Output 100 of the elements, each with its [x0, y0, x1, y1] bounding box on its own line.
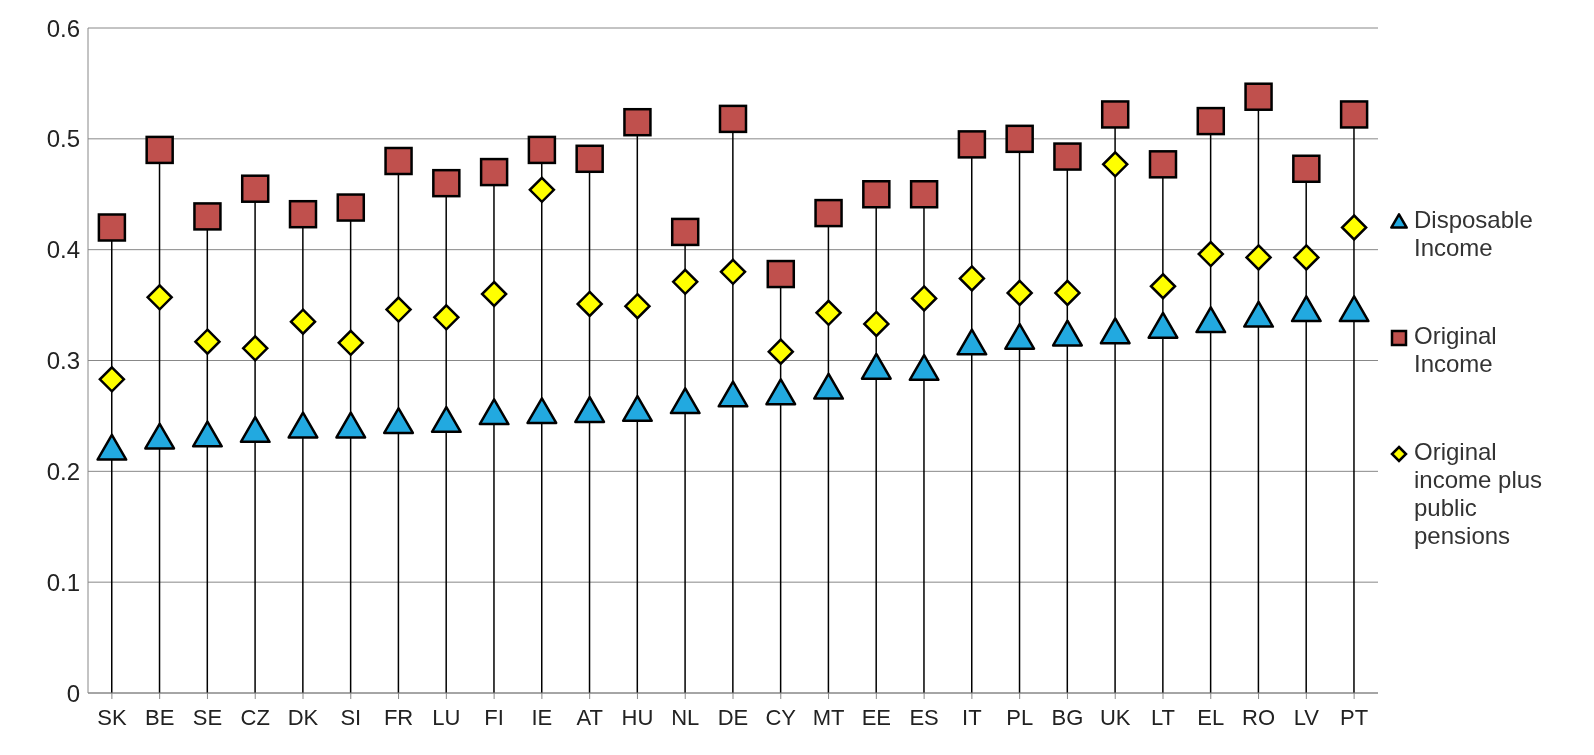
point: [860, 352, 892, 380]
x-tick-label: BG: [1051, 704, 1084, 730]
x-tick-label: HU: [621, 704, 654, 730]
x-tick-label: DE: [717, 704, 749, 730]
x-tick-label: EE: [861, 704, 892, 730]
x-tick-label: IE: [531, 704, 553, 730]
x-tick-label: CY: [765, 704, 797, 730]
point: [1338, 295, 1370, 323]
x-tick-label: EL: [1197, 704, 1225, 730]
point: [146, 284, 173, 311]
point: [958, 265, 986, 292]
point: [528, 176, 556, 204]
point: [191, 420, 223, 448]
point: [717, 380, 749, 408]
point: [1293, 244, 1320, 271]
point: [240, 174, 270, 203]
point: [624, 292, 651, 320]
x-tick-label: SK: [97, 704, 127, 730]
point: [1149, 272, 1177, 300]
point: [385, 296, 412, 323]
x-tick-label: PL: [1006, 704, 1034, 730]
point: [336, 193, 366, 222]
point: [576, 290, 603, 318]
point: [1339, 100, 1369, 129]
point: [574, 395, 606, 424]
x-tick-label: LU: [432, 704, 461, 730]
point: [288, 199, 318, 229]
y-tick-label: 0.5: [46, 125, 80, 153]
point: [383, 407, 415, 435]
y-tick-label: 0: [66, 679, 80, 707]
point: [241, 335, 269, 362]
point: [1290, 295, 1322, 323]
x-tick-label: BE: [144, 704, 175, 730]
x-tick-label: CZ: [240, 704, 270, 730]
x-tick-label: RO: [1242, 704, 1276, 730]
point: [718, 104, 748, 134]
point: [863, 310, 890, 338]
point: [957, 130, 987, 159]
point: [287, 411, 319, 439]
legend-label: Original Income: [1414, 322, 1498, 378]
legend-label: Original income plus public pensions: [1414, 438, 1544, 550]
point: [1006, 279, 1033, 307]
point: [289, 308, 317, 335]
point: [1197, 240, 1225, 268]
x-tick-label: FI: [484, 704, 504, 730]
legend-label: Disposable Income: [1414, 206, 1534, 262]
point: [98, 366, 126, 393]
point: [97, 213, 127, 242]
point: [671, 268, 699, 296]
point: [239, 415, 271, 444]
point: [575, 144, 604, 174]
point: [526, 397, 558, 425]
point: [767, 338, 795, 365]
x-tick-label: SI: [340, 704, 362, 730]
point: [337, 329, 365, 357]
y-tick-label: 0.1: [46, 568, 80, 596]
x-tick-label: IT: [962, 704, 982, 730]
y-tick-label: 0.6: [46, 14, 80, 42]
point: [1004, 322, 1036, 350]
point: [910, 285, 938, 312]
y-tick-label: 0.2: [46, 457, 80, 485]
point: [145, 135, 174, 165]
point: [193, 202, 222, 231]
x-tick-label: LT: [1150, 704, 1176, 730]
x-tick-label: ES: [909, 704, 939, 730]
point: [478, 398, 510, 426]
point: [433, 304, 460, 331]
point: [527, 135, 557, 165]
x-tick-label: PT: [1340, 704, 1369, 730]
point: [862, 180, 891, 209]
point: [669, 387, 701, 415]
point: [1054, 279, 1081, 307]
point: [432, 168, 461, 198]
point: [956, 328, 988, 356]
point: [814, 198, 843, 228]
point: [1244, 82, 1273, 111]
x-tick-label: MT: [812, 704, 845, 730]
point: [813, 372, 845, 400]
point: [1340, 214, 1368, 241]
x-tick-label: AT: [576, 704, 603, 730]
y-tick-label: 0.3: [46, 347, 80, 375]
point: [719, 258, 747, 286]
point: [480, 280, 508, 308]
point: [1195, 306, 1227, 334]
point: [1051, 319, 1083, 347]
point: [1100, 100, 1130, 129]
point: [1147, 311, 1179, 339]
x-tick-label: UK: [1099, 704, 1131, 730]
point: [621, 394, 653, 423]
point: [1005, 124, 1034, 154]
point: [815, 299, 842, 327]
point: [765, 378, 797, 406]
point: [479, 157, 509, 187]
point: [430, 405, 462, 434]
point: [909, 180, 939, 209]
point: [1292, 154, 1321, 184]
point: [335, 411, 367, 439]
point: [1196, 106, 1226, 136]
point: [144, 422, 176, 450]
point: [194, 328, 221, 355]
